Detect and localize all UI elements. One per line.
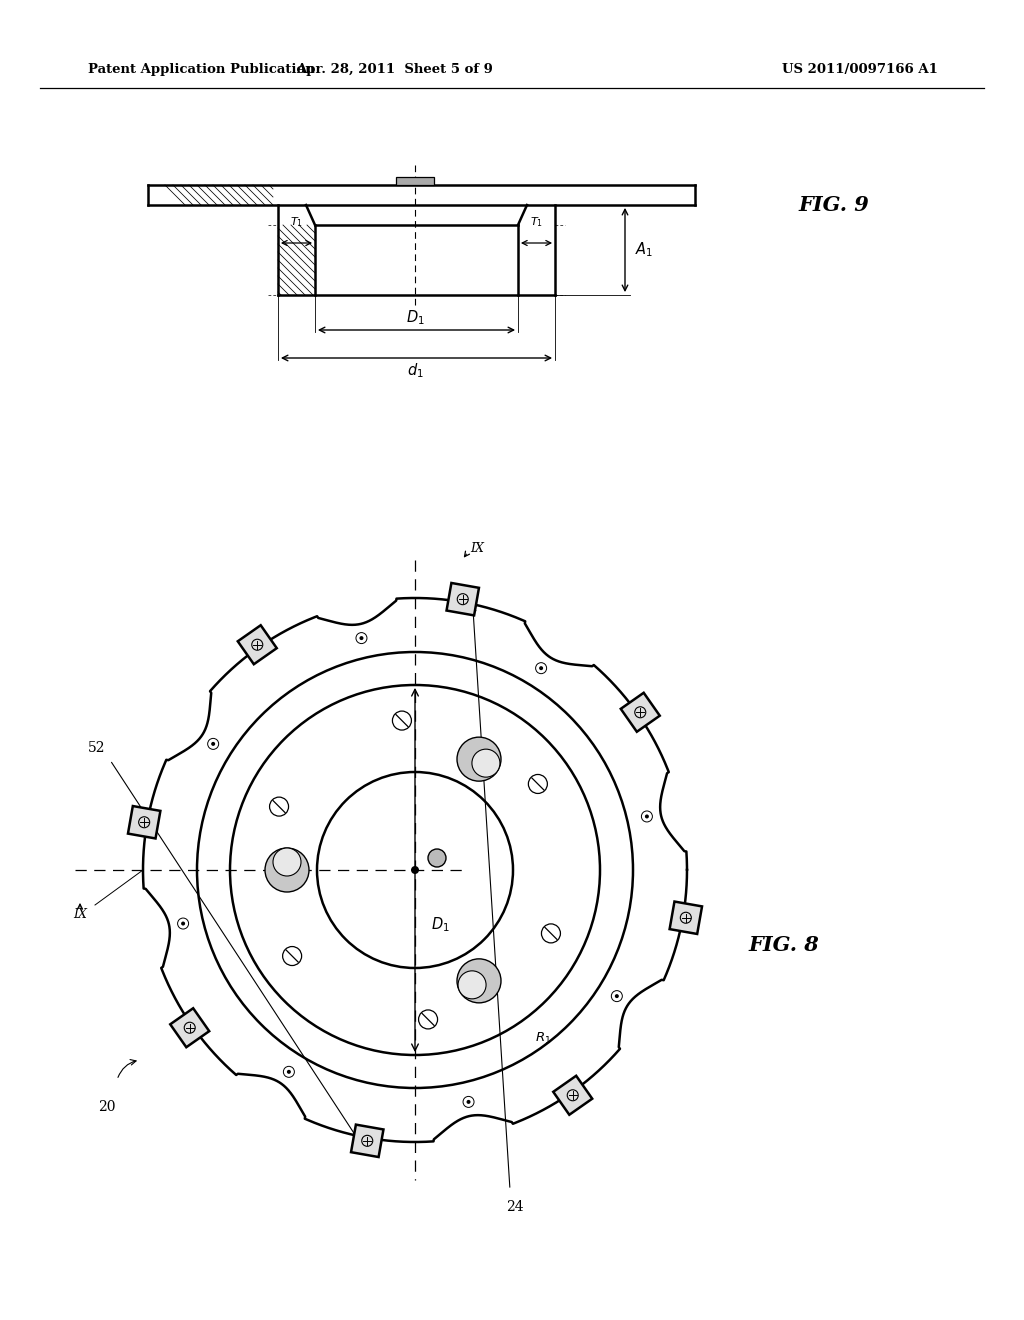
Text: IX: IX [73,908,87,921]
Text: Patent Application Publication: Patent Application Publication [88,63,314,77]
Text: $R_1$: $R_1$ [535,1031,551,1045]
Text: $T_1$: $T_1$ [530,215,543,228]
Circle shape [211,742,215,746]
Text: US 2011/0097166 A1: US 2011/0097166 A1 [782,63,938,77]
Text: $A_1$: $A_1$ [635,240,653,259]
Circle shape [287,1069,291,1074]
Text: $d_1$: $d_1$ [407,360,423,380]
Text: $D_1$: $D_1$ [406,309,424,327]
Circle shape [265,847,309,892]
Circle shape [458,970,486,999]
Text: Apr. 28, 2011  Sheet 5 of 9: Apr. 28, 2011 Sheet 5 of 9 [297,63,494,77]
Polygon shape [553,1076,592,1115]
Text: 24: 24 [506,1200,524,1214]
Polygon shape [621,693,659,731]
Circle shape [645,814,649,818]
Polygon shape [446,583,479,615]
Circle shape [614,994,618,998]
Circle shape [539,667,543,671]
Circle shape [411,866,419,874]
Polygon shape [351,1125,383,1158]
Polygon shape [670,902,702,935]
Circle shape [359,636,364,640]
Text: $D_1$: $D_1$ [431,916,450,935]
Circle shape [181,921,185,925]
Polygon shape [238,626,276,664]
Text: 52: 52 [87,741,105,755]
Circle shape [457,958,501,1003]
Text: 20: 20 [98,1100,116,1114]
Circle shape [467,1100,471,1104]
Bar [396,177,434,185]
Circle shape [273,847,301,876]
Polygon shape [170,1008,209,1047]
Circle shape [472,750,500,777]
Text: $T_1$: $T_1$ [290,215,303,228]
Polygon shape [128,807,161,838]
Text: IX: IX [470,541,484,554]
Text: FIG. 9: FIG. 9 [798,195,868,215]
Circle shape [428,849,446,867]
Circle shape [457,737,501,781]
Text: FIG. 8: FIG. 8 [748,935,819,954]
